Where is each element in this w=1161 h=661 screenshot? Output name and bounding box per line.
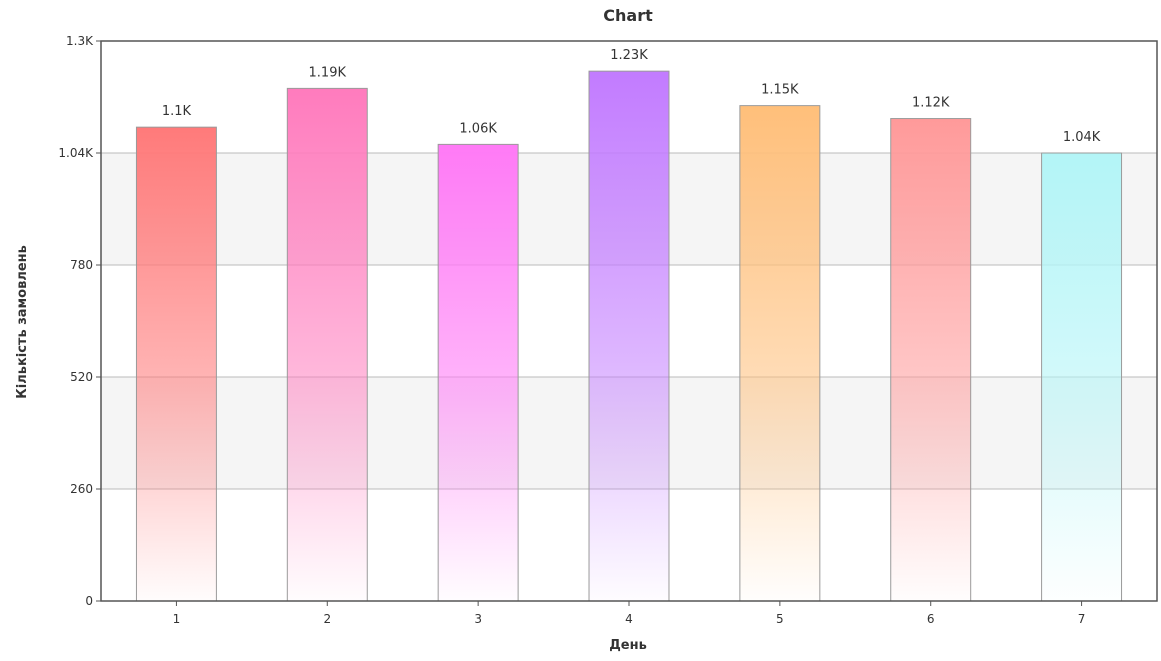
x-tick-label: 4 [625, 612, 633, 626]
bar [135, 126, 217, 602]
y-tick-label: 0 [85, 594, 93, 608]
bar [286, 87, 368, 602]
data-label: 1.04K [1063, 130, 1101, 145]
y-tick-label: 780 [70, 258, 93, 272]
x-tick-label: 2 [323, 612, 331, 626]
x-tick-label: 1 [173, 612, 181, 626]
data-label: 1.12K [912, 96, 950, 111]
y-tick-label: 1.3K [66, 34, 94, 48]
y-axis-title: Кількість замовлень [15, 245, 30, 399]
data-labels: 1.1K 1.19K 1.06K 1.23K 1.15K 1.12K 1.04K [162, 48, 1101, 145]
x-axis-ticks: 1 2 3 4 5 6 7 [173, 601, 1086, 626]
chart-title: Chart [603, 6, 653, 25]
x-tick-label: 7 [1078, 612, 1086, 626]
data-label: 1.23K [610, 48, 648, 63]
y-tick-label: 520 [70, 370, 93, 384]
y-tick-label: 260 [70, 482, 93, 496]
y-tick-label: 1.04K [58, 146, 94, 160]
bars [135, 70, 1123, 602]
bar [1041, 152, 1123, 602]
x-tick-label: 3 [474, 612, 482, 626]
bar [588, 70, 670, 602]
bar [890, 118, 972, 602]
bar [739, 105, 821, 602]
x-axis-title: День [609, 638, 647, 653]
y-axis-ticks: 0 260 520 780 1.04K 1.3K [58, 34, 101, 608]
data-label: 1.19K [309, 65, 347, 80]
bar [437, 143, 519, 602]
data-label: 1.1K [162, 104, 192, 119]
data-label: 1.15K [761, 83, 799, 98]
x-tick-label: 6 [927, 612, 935, 626]
data-label: 1.06K [459, 121, 497, 136]
x-tick-label: 5 [776, 612, 784, 626]
